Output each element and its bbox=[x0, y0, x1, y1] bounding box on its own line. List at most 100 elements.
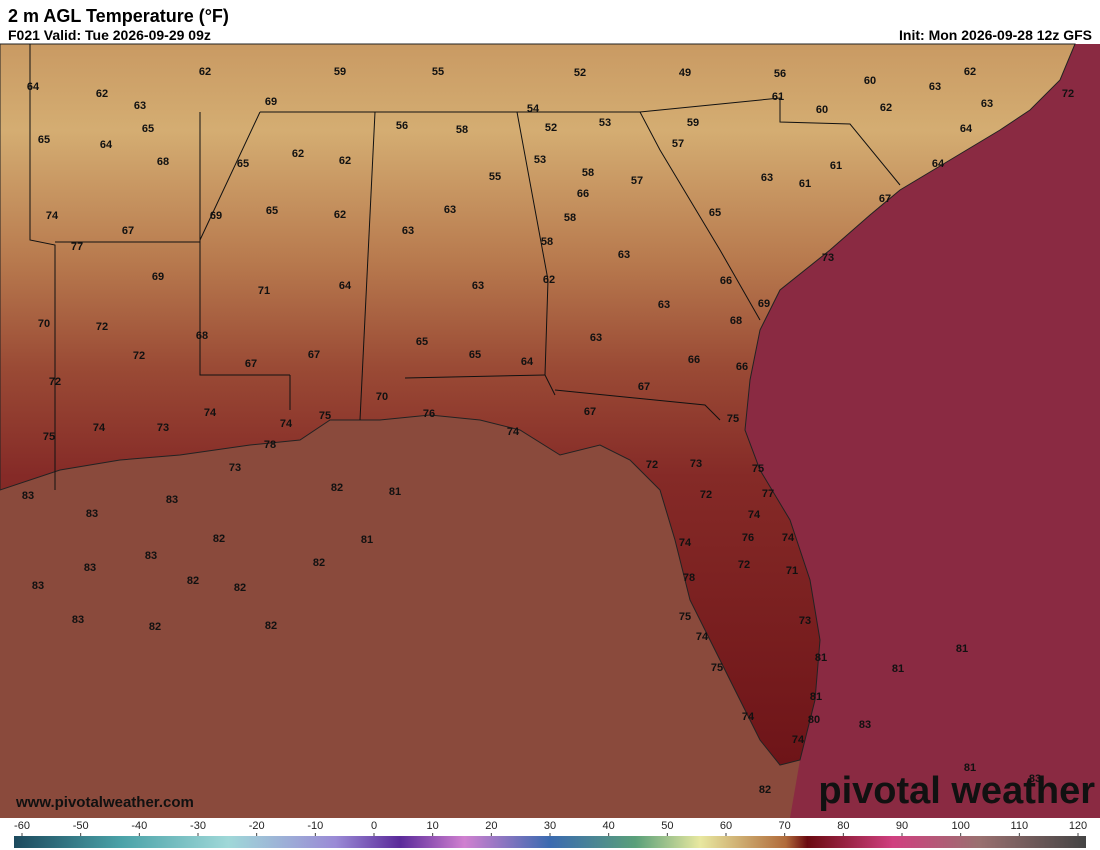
station-label: 58 bbox=[564, 212, 576, 224]
station-label: 67 bbox=[308, 349, 320, 361]
colorbar-tick-label: 50 bbox=[661, 820, 673, 832]
station-label: 63 bbox=[590, 332, 602, 344]
station-label: 77 bbox=[762, 488, 774, 500]
station-label: 69 bbox=[152, 271, 164, 283]
station-label: 75 bbox=[752, 463, 764, 475]
station-label: 82 bbox=[313, 557, 325, 569]
station-label: 74 bbox=[792, 734, 805, 746]
station-label: 81 bbox=[361, 534, 373, 546]
station-label: 73 bbox=[229, 462, 241, 474]
station-label: 74 bbox=[696, 631, 709, 643]
station-label: 60 bbox=[816, 104, 828, 116]
station-label: 62 bbox=[292, 148, 304, 160]
colorbar-tick-label: -50 bbox=[73, 820, 89, 832]
station-label: 65 bbox=[38, 134, 50, 146]
station-label: 75 bbox=[727, 413, 739, 425]
station-label: 75 bbox=[319, 410, 331, 422]
station-label: 63 bbox=[618, 249, 630, 261]
station-label: 74 bbox=[46, 210, 59, 222]
state-borders bbox=[29, 44, 901, 490]
station-label: 53 bbox=[599, 117, 611, 129]
station-label: 82 bbox=[149, 621, 161, 633]
station-label: 62 bbox=[880, 102, 892, 114]
station-label: 69 bbox=[210, 210, 222, 222]
station-label: 54 bbox=[527, 103, 540, 115]
station-label: 81 bbox=[956, 643, 968, 655]
station-label: 62 bbox=[199, 66, 211, 78]
station-label: 66 bbox=[736, 361, 748, 373]
station-label: 67 bbox=[879, 193, 891, 205]
station-label: 76 bbox=[742, 532, 754, 544]
station-label: 69 bbox=[265, 96, 277, 108]
station-label: 75 bbox=[711, 662, 723, 674]
station-label: 57 bbox=[672, 138, 684, 150]
map bbox=[0, 43, 1100, 818]
station-label: 64 bbox=[339, 280, 352, 292]
station-label: 67 bbox=[638, 381, 650, 393]
station-label: 62 bbox=[339, 155, 351, 167]
station-label: 65 bbox=[237, 158, 249, 170]
colorbar-tick-label: 70 bbox=[779, 820, 791, 832]
station-label: 78 bbox=[683, 572, 695, 584]
station-label: 49 bbox=[679, 67, 691, 79]
station-label: 71 bbox=[786, 565, 798, 577]
station-label: 83 bbox=[1029, 773, 1041, 785]
station-label: 64 bbox=[932, 158, 945, 170]
station-label: 64 bbox=[521, 356, 534, 368]
station-label: 82 bbox=[187, 575, 199, 587]
station-label: 59 bbox=[334, 66, 346, 78]
station-label: 81 bbox=[810, 691, 822, 703]
colorbar-tick-label: 100 bbox=[951, 820, 969, 832]
station-label: 72 bbox=[49, 376, 61, 388]
station-label: 56 bbox=[774, 68, 786, 80]
colorbar-tick-label: 60 bbox=[720, 820, 732, 832]
station-label: 70 bbox=[376, 391, 388, 403]
colorbar-tick-label: 90 bbox=[896, 820, 908, 832]
station-label: 64 bbox=[100, 139, 113, 151]
station-label: 66 bbox=[720, 275, 732, 287]
colorbar bbox=[14, 836, 1086, 848]
station-label: 81 bbox=[815, 652, 827, 664]
colorbar-ticks: -60 -50 -40 -30 -20 -10 0 10 20 30 40 50 60 70 80 90 100… bbox=[14, 820, 1087, 836]
station-label: 65 bbox=[266, 205, 278, 217]
station-label: 69 bbox=[758, 298, 770, 310]
station-label: 72 bbox=[1062, 88, 1074, 100]
station-label: 81 bbox=[389, 486, 401, 498]
station-label: 58 bbox=[541, 236, 553, 248]
logo: pivotal weather bbox=[818, 770, 1095, 812]
colorbar-tick-label: -10 bbox=[307, 820, 323, 832]
station-label: 61 bbox=[830, 160, 842, 172]
station-label: 63 bbox=[402, 225, 414, 237]
station-label: 62 bbox=[964, 66, 976, 78]
station-label: 68 bbox=[157, 156, 169, 168]
colorbar-tick-label: 110 bbox=[1011, 820, 1029, 832]
station-label: 83 bbox=[72, 614, 84, 626]
station-label: 76 bbox=[423, 408, 435, 420]
valid-time: F021 Valid: Tue 2026-09-29 09z bbox=[8, 27, 211, 43]
station-label: 66 bbox=[577, 188, 589, 200]
station-label: 82 bbox=[213, 533, 225, 545]
colorbar-tick-label: 120 bbox=[1069, 820, 1087, 832]
station-label: 64 bbox=[27, 81, 40, 93]
station-label: 71 bbox=[258, 285, 270, 297]
station-label: 74 bbox=[679, 537, 692, 549]
station-label: 67 bbox=[122, 225, 134, 237]
station-label: 61 bbox=[772, 91, 784, 103]
station-label: 73 bbox=[690, 458, 702, 470]
station-label: 82 bbox=[759, 784, 771, 796]
station-label: 60 bbox=[864, 75, 876, 87]
station-label: 81 bbox=[964, 762, 976, 774]
station-label: 80 bbox=[808, 714, 820, 726]
title: 2 m AGL Temperature (°F) bbox=[8, 6, 229, 26]
station-label: 73 bbox=[799, 615, 811, 627]
station-label: 82 bbox=[265, 620, 277, 632]
station-label: 63 bbox=[658, 299, 670, 311]
station-label: 70 bbox=[38, 318, 50, 330]
colorbar-tick-label: 0 bbox=[371, 820, 377, 832]
station-label: 72 bbox=[700, 489, 712, 501]
colorbar-tick-label: 10 bbox=[427, 820, 439, 832]
colorbar-tick-label: 80 bbox=[837, 820, 849, 832]
station-label: 63 bbox=[134, 100, 146, 112]
station-label: 63 bbox=[761, 172, 773, 184]
station-label: 83 bbox=[32, 580, 44, 592]
